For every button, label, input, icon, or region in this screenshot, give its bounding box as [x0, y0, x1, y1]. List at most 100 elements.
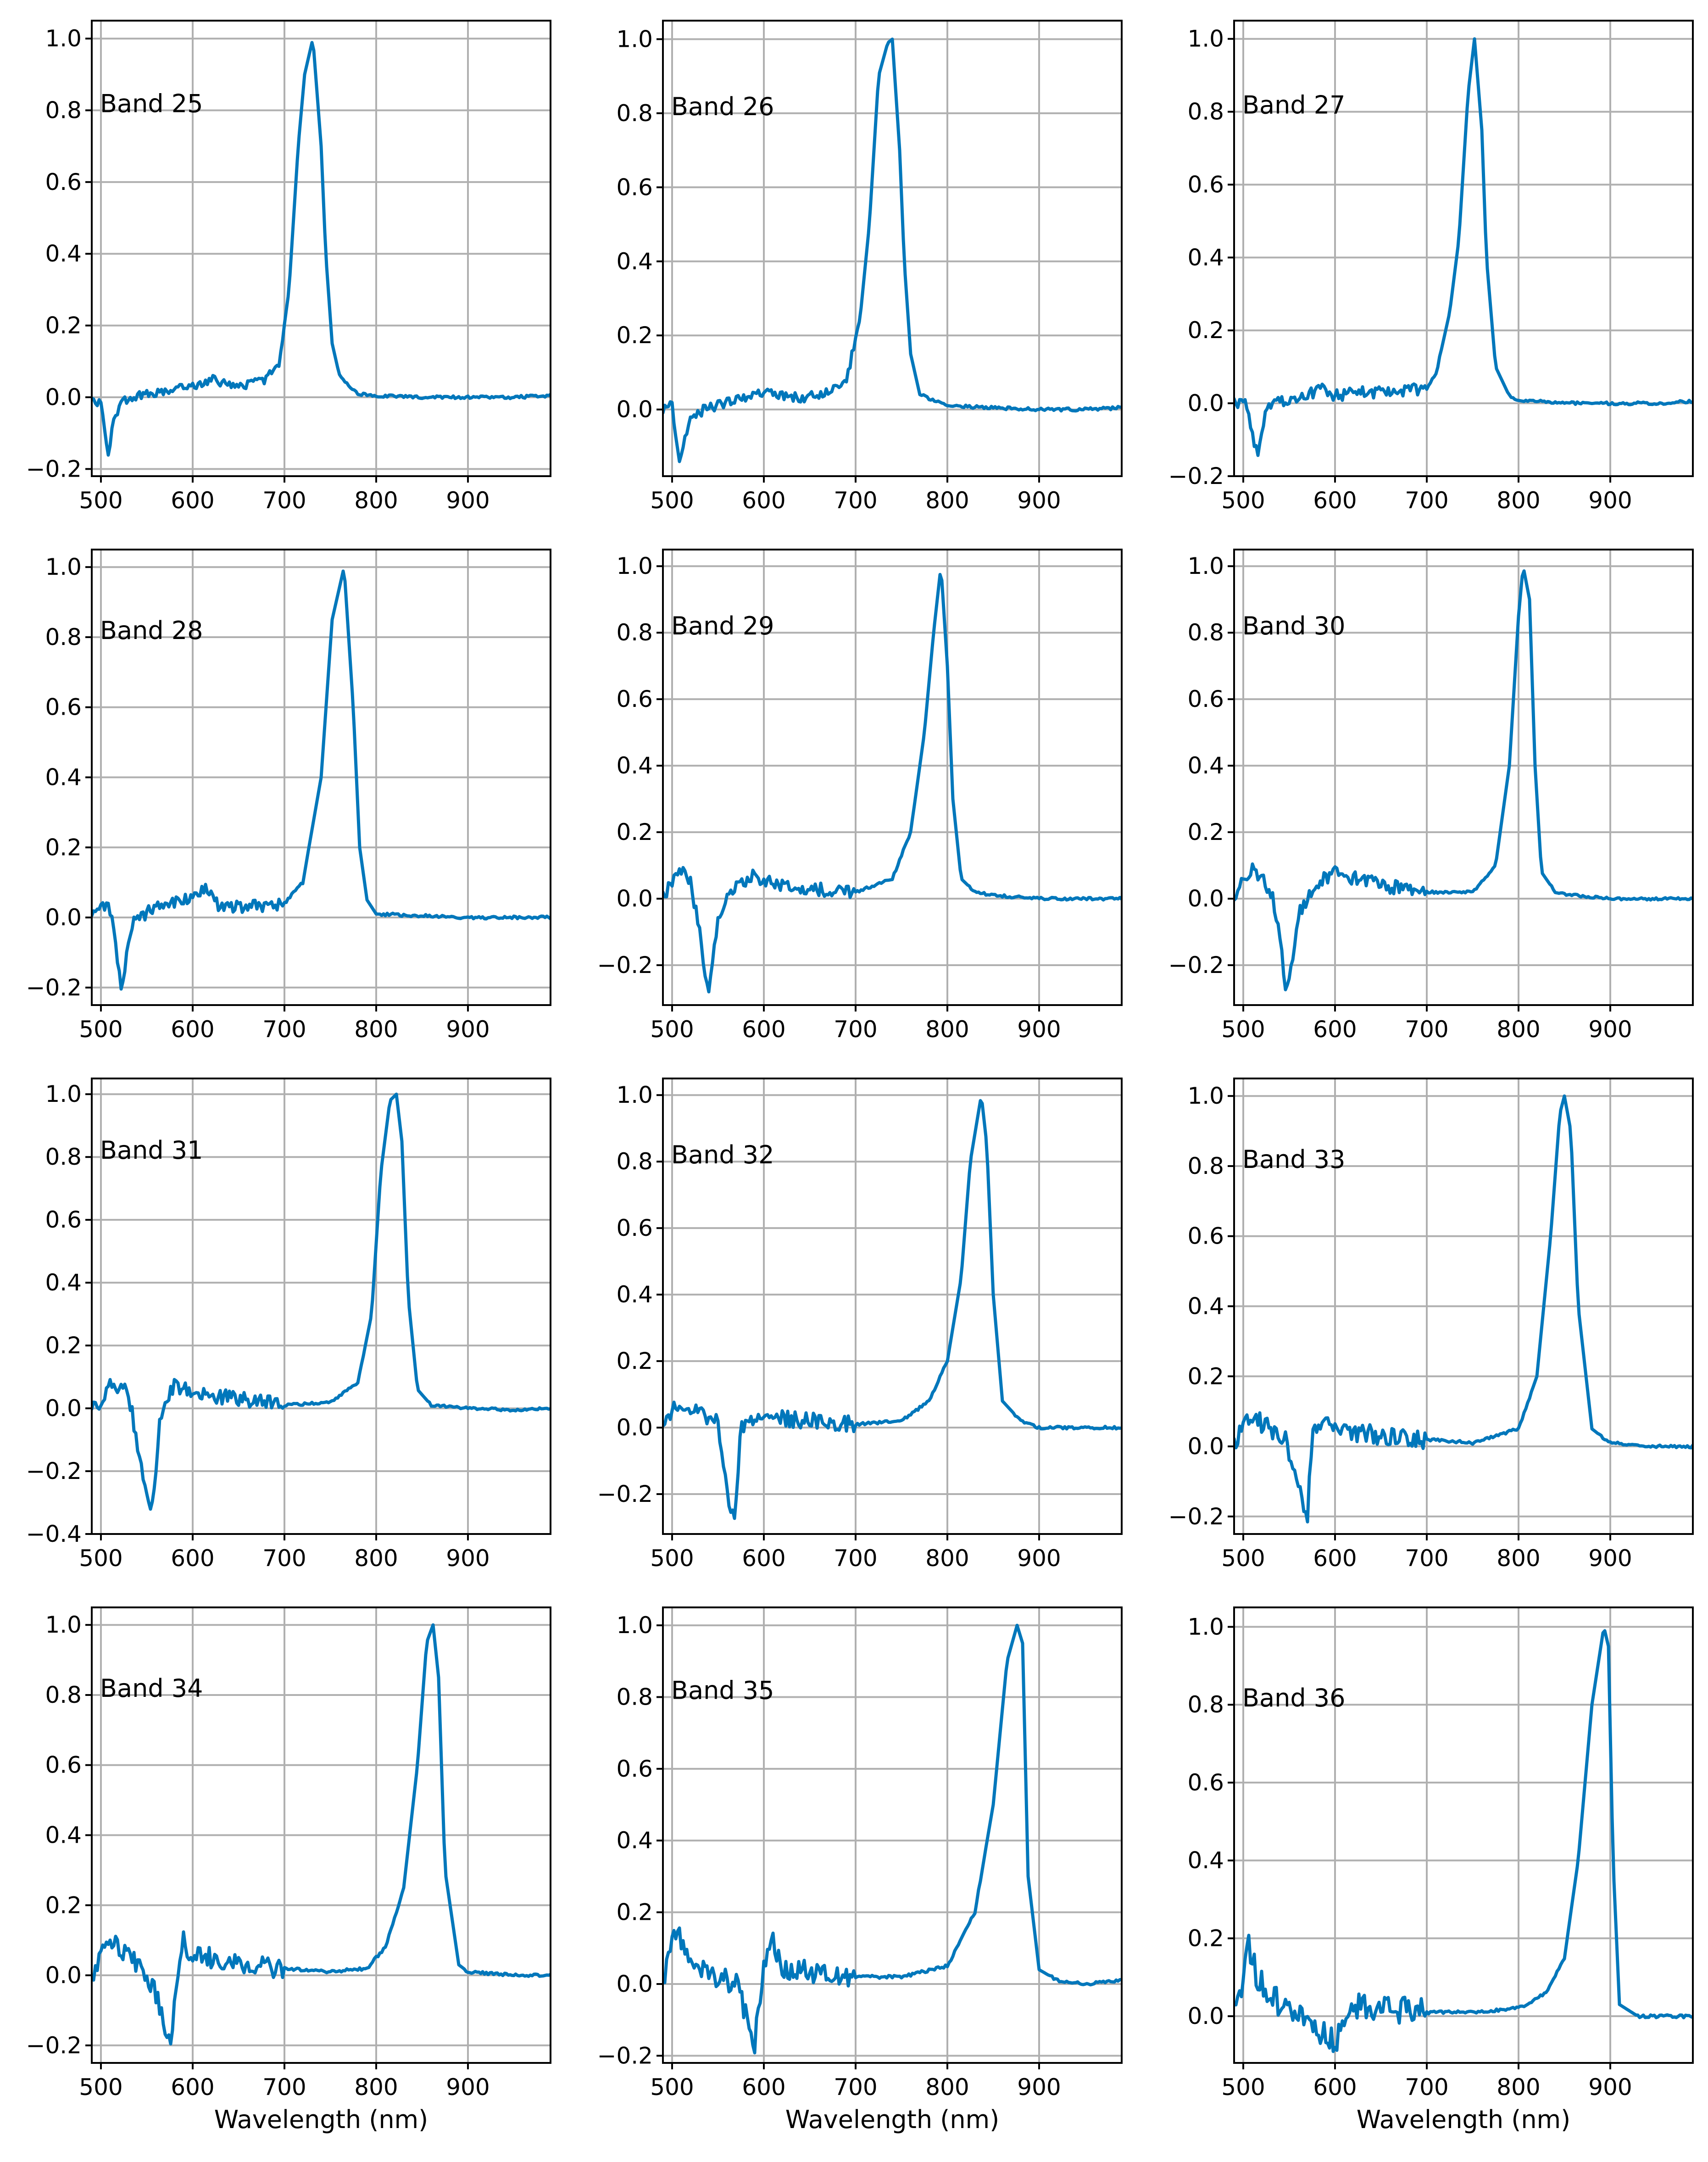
y-tick-label: 1.0	[616, 1082, 653, 1108]
panel: 500 600 700 800 900 −0.2 0.0 0.2 0.4 0.6 0.8 1.0 Ban…	[1168, 20, 1694, 514]
y-tick-label: −0.2	[26, 456, 82, 482]
y-tick-label: 0.2	[1187, 1363, 1224, 1389]
y-tick-label: 0.8	[45, 97, 82, 123]
y-tick-label: 1.0	[45, 554, 82, 580]
y-tick-label: 0.4	[45, 1269, 82, 1296]
y-tick-label: 0.8	[616, 1684, 653, 1710]
x-tick-label: 600	[1313, 487, 1357, 514]
band-label: Band 31	[100, 1136, 203, 1165]
y-tick-label: −0.2	[1168, 1503, 1224, 1530]
y-tick-label: 0.8	[1187, 1691, 1224, 1718]
x-tick-label: 600	[171, 1545, 214, 1572]
x-tick-label: 500	[650, 1545, 694, 1572]
y-tick-label: −0.2	[26, 2032, 82, 2059]
x-tick-label: 700	[1405, 487, 1448, 514]
x-tick-label: 700	[834, 2074, 877, 2101]
plot-frame	[662, 549, 1123, 1006]
x-tick-label: 500	[79, 487, 122, 514]
plot-frame	[1233, 20, 1694, 477]
y-tick-label: 0.2	[1187, 1925, 1224, 1951]
y-tick-label: 0.0	[1187, 390, 1224, 417]
y-tick-label: 0.6	[1187, 686, 1224, 712]
x-tick-label: 600	[742, 1545, 785, 1572]
y-tick-label: 1.0	[1187, 26, 1224, 52]
x-tick-label: 700	[262, 1545, 306, 1572]
x-tick-label: 900	[1588, 1016, 1632, 1043]
band-label: Band 27	[1242, 91, 1346, 120]
panel: 500 600 700 800 900 −0.2 0.0 0.2 0.4 0.6 0.8 1.0 Ban…	[1168, 1078, 1694, 1572]
x-tick-label: 600	[171, 2074, 214, 2101]
plot-frame	[91, 20, 551, 477]
y-tick-label: 0.4	[1187, 244, 1224, 271]
y-tick-label: 0.0	[1187, 1433, 1224, 1460]
y-tick-label: 0.2	[616, 1899, 653, 1926]
series-line	[92, 1092, 551, 1511]
x-tick-label: 700	[834, 1016, 877, 1043]
x-axis-label: Wavelength (nm)	[785, 2105, 999, 2134]
y-tick-label: 0.4	[616, 1281, 653, 1308]
y-tick-label: 0.8	[1187, 619, 1224, 646]
y-tick-label: 0.0	[616, 885, 653, 912]
x-tick-label: 600	[171, 487, 214, 514]
plot-frame	[662, 20, 1123, 477]
x-tick-label: 700	[1405, 2074, 1448, 2101]
x-tick-label: 800	[354, 2074, 398, 2101]
y-tick-label: 1.0	[616, 553, 653, 579]
x-tick-label: 700	[1405, 1016, 1448, 1043]
y-tick-label: 1.0	[616, 26, 653, 52]
y-tick-label: 0.2	[1187, 819, 1224, 845]
y-tick-label: 0.0	[616, 1414, 653, 1441]
series-line	[663, 1623, 1122, 2055]
x-tick-label: 800	[1497, 487, 1540, 514]
y-tick-label: −0.2	[597, 1481, 653, 1507]
y-tick-label: 0.0	[616, 1971, 653, 1997]
y-tick-label: 0.2	[45, 1332, 82, 1359]
x-tick-label: 700	[262, 487, 306, 514]
x-tick-label: 800	[1497, 1016, 1540, 1043]
y-tick-label: −0.4	[26, 1521, 82, 1547]
y-tick-label: 0.6	[1187, 1769, 1224, 1796]
x-tick-label: 600	[742, 1016, 785, 1043]
x-tick-label: 500	[650, 2074, 694, 2101]
x-tick-label: 900	[1017, 1016, 1061, 1043]
y-tick-label: 0.2	[616, 1348, 653, 1374]
x-tick-label: 900	[1588, 1545, 1632, 1572]
x-tick-label: 500	[1221, 2074, 1265, 2101]
y-tick-label: 1.0	[45, 1612, 82, 1638]
x-tick-label: 800	[1497, 1545, 1540, 1572]
y-tick-label: 0.4	[616, 248, 653, 275]
y-tick-label: 0.4	[1187, 752, 1224, 779]
x-axis-label: Wavelength (nm)	[1357, 2105, 1570, 2134]
y-tick-label: 0.8	[616, 100, 653, 127]
x-tick-label: 700	[262, 2074, 306, 2101]
y-tick-label: 0.6	[45, 169, 82, 195]
series-line	[663, 1099, 1122, 1520]
panel: 500 600 700 800 900 0.0 0.2 0.4 0.6 0.8 1.0 Band 26	[616, 20, 1123, 514]
y-tick-label: 0.0	[45, 384, 82, 411]
x-axis-label: Wavelength (nm)	[214, 2105, 428, 2134]
series-line	[92, 569, 551, 991]
band-label: Band 35	[671, 1676, 774, 1705]
band-label: Band 28	[100, 616, 203, 645]
y-tick-label: 0.6	[45, 694, 82, 721]
y-tick-label: 1.0	[1187, 1613, 1224, 1640]
y-tick-label: 0.8	[45, 1682, 82, 1708]
band-label: Band 34	[100, 1674, 203, 1703]
series-line	[1234, 37, 1693, 457]
plot-frame	[662, 1606, 1123, 2064]
x-tick-label: 900	[1017, 2074, 1061, 2101]
panel: 500 600 700 800 900 −0.2 0.0 0.2 0.4 0.6 0.8 1.0 Ban…	[597, 1078, 1123, 1572]
x-tick-label: 700	[834, 1545, 877, 1572]
x-tick-label: 900	[446, 2074, 490, 2101]
y-tick-label: −0.2	[1168, 952, 1224, 978]
series-line	[1234, 1094, 1693, 1523]
plot-frame	[91, 549, 551, 1006]
x-tick-label: 800	[925, 487, 969, 514]
series-line	[1234, 1629, 1693, 2053]
x-tick-label: 800	[925, 1016, 969, 1043]
y-tick-label: 0.6	[45, 1206, 82, 1233]
y-tick-label: 0.0	[45, 904, 82, 931]
plot-frame	[91, 1606, 551, 2064]
x-tick-label: 700	[262, 1016, 306, 1043]
x-tick-label: 800	[925, 2074, 969, 2101]
